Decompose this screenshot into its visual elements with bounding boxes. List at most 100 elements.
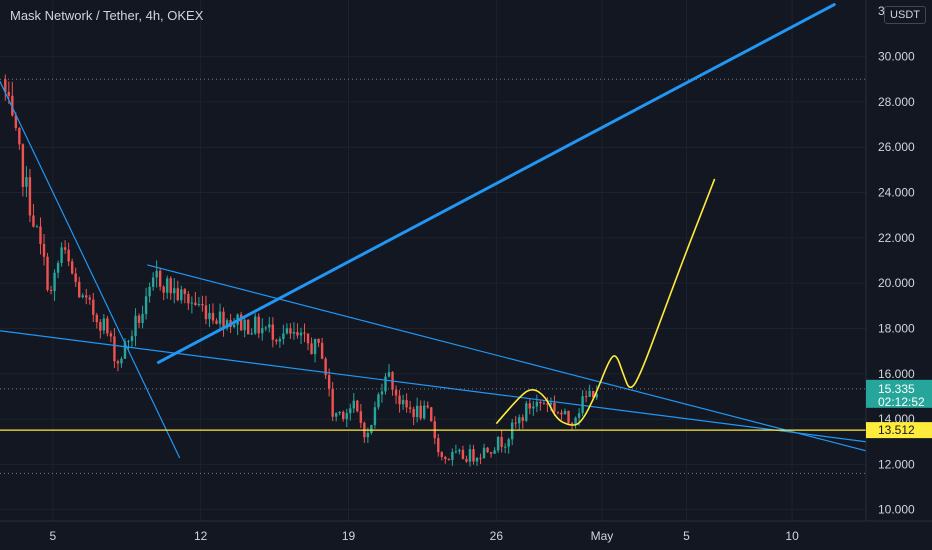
candle [408, 400, 412, 414]
time-tick-label: 12 [194, 529, 208, 543]
candle-body [539, 401, 542, 404]
candle-body [211, 312, 215, 321]
candle-body [239, 314, 243, 331]
candle [70, 258, 74, 275]
candle-body [278, 339, 282, 342]
candle-body [243, 319, 246, 331]
candle-body [518, 417, 521, 424]
candle [46, 252, 49, 292]
candle [430, 406, 433, 422]
candle [250, 328, 253, 335]
candle-body [458, 449, 461, 452]
candle [292, 322, 296, 340]
candle-body [320, 342, 324, 359]
candle-body [289, 328, 292, 334]
candle [444, 455, 447, 464]
candle [437, 433, 440, 457]
candle [556, 411, 560, 415]
candle [176, 280, 179, 302]
candle [352, 392, 355, 413]
candle-body [201, 303, 204, 306]
candle-body [264, 327, 267, 329]
candle-body [444, 456, 447, 460]
candle [313, 338, 317, 363]
candle-body [327, 375, 331, 389]
candle [194, 291, 197, 306]
candle-body [430, 407, 433, 422]
candle-body [162, 286, 165, 293]
candle [440, 451, 444, 461]
candle [349, 403, 352, 421]
candle-body [218, 311, 222, 324]
candle [197, 296, 201, 307]
candle [137, 313, 141, 329]
candle [243, 315, 246, 338]
candle [514, 416, 517, 429]
currency-button[interactable]: USDT [884, 6, 926, 24]
candle-body [28, 177, 32, 216]
candle [482, 443, 486, 459]
candle [401, 394, 405, 410]
candle-body [440, 452, 444, 457]
candle-body [342, 411, 345, 420]
candle-body [46, 256, 49, 290]
candle-body [447, 459, 451, 461]
candle [49, 285, 53, 295]
candle-body [39, 226, 42, 244]
candle-body [148, 286, 151, 297]
candle-body [78, 281, 81, 298]
candle-body [70, 261, 74, 274]
candle [35, 224, 39, 228]
candle [208, 304, 211, 328]
candle [289, 323, 292, 339]
candle [278, 336, 282, 348]
candle [496, 435, 500, 453]
candle [18, 127, 21, 150]
time-tick-label: 5 [49, 529, 56, 543]
candle [472, 444, 475, 465]
candle-body [546, 403, 549, 405]
candle-body [268, 324, 271, 328]
candle-body [377, 394, 380, 408]
candle [282, 324, 285, 345]
price-tick-label: 12.000 [878, 457, 915, 471]
candle [239, 311, 243, 332]
candle-body [120, 358, 123, 364]
candle-body [408, 407, 412, 409]
candle-body [454, 451, 458, 453]
candle [123, 338, 127, 359]
candle-body [401, 400, 405, 405]
candle [211, 303, 215, 325]
candle-body [303, 332, 306, 334]
candle [285, 323, 289, 335]
candle-body [426, 405, 429, 408]
candle [384, 372, 387, 395]
candle-body [373, 407, 377, 426]
candle [215, 318, 218, 325]
candle [151, 272, 155, 291]
candle [539, 400, 542, 411]
candle [74, 267, 77, 287]
candle [521, 414, 524, 429]
price-tick-label: 18.000 [878, 321, 915, 335]
candle-body [581, 396, 584, 414]
candle [116, 359, 120, 372]
candle-body [257, 316, 260, 334]
candle-body [503, 446, 507, 448]
candle-body [190, 302, 194, 304]
support-price-label: 13.512 [878, 423, 915, 437]
grid [0, 0, 866, 521]
candle-body [521, 417, 524, 421]
candle-body [496, 437, 500, 451]
candle [162, 285, 165, 301]
candle-body [42, 243, 46, 257]
candle-body [556, 411, 560, 413]
candle-body [187, 294, 190, 304]
trend-line-rising [156, 3, 836, 364]
candle-body [232, 324, 236, 328]
candle [447, 458, 451, 461]
candle-body [588, 390, 591, 397]
candle [201, 295, 204, 312]
candle [465, 455, 468, 463]
